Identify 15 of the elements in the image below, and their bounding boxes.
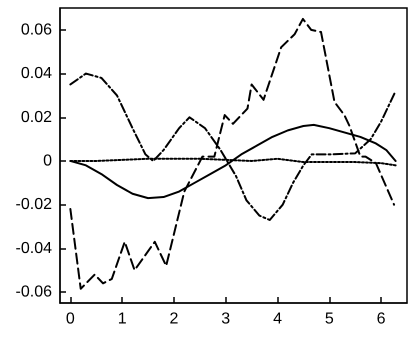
y-tick-label: 0	[43, 152, 52, 170]
y-tick-label: 0.02	[20, 108, 52, 126]
x-tick-label: 6	[376, 310, 386, 328]
x-tick-label: 1	[118, 310, 127, 328]
y-tick-label: -0.06	[16, 284, 52, 301]
x-tick-label: 5	[324, 310, 334, 328]
x-tick-label: 0	[66, 310, 75, 328]
x-tick-label: 2	[169, 310, 178, 328]
y-tick-label: -0.04	[16, 240, 52, 257]
line-series	[69, 18, 396, 290]
y-tick-label: 0.06	[20, 21, 52, 38]
y-tick-label: -0.02	[16, 196, 52, 214]
y-tick-label: 0.04	[20, 65, 52, 82]
x-tick-label: 3	[221, 310, 230, 328]
x-tick-label: 4	[273, 310, 282, 328]
